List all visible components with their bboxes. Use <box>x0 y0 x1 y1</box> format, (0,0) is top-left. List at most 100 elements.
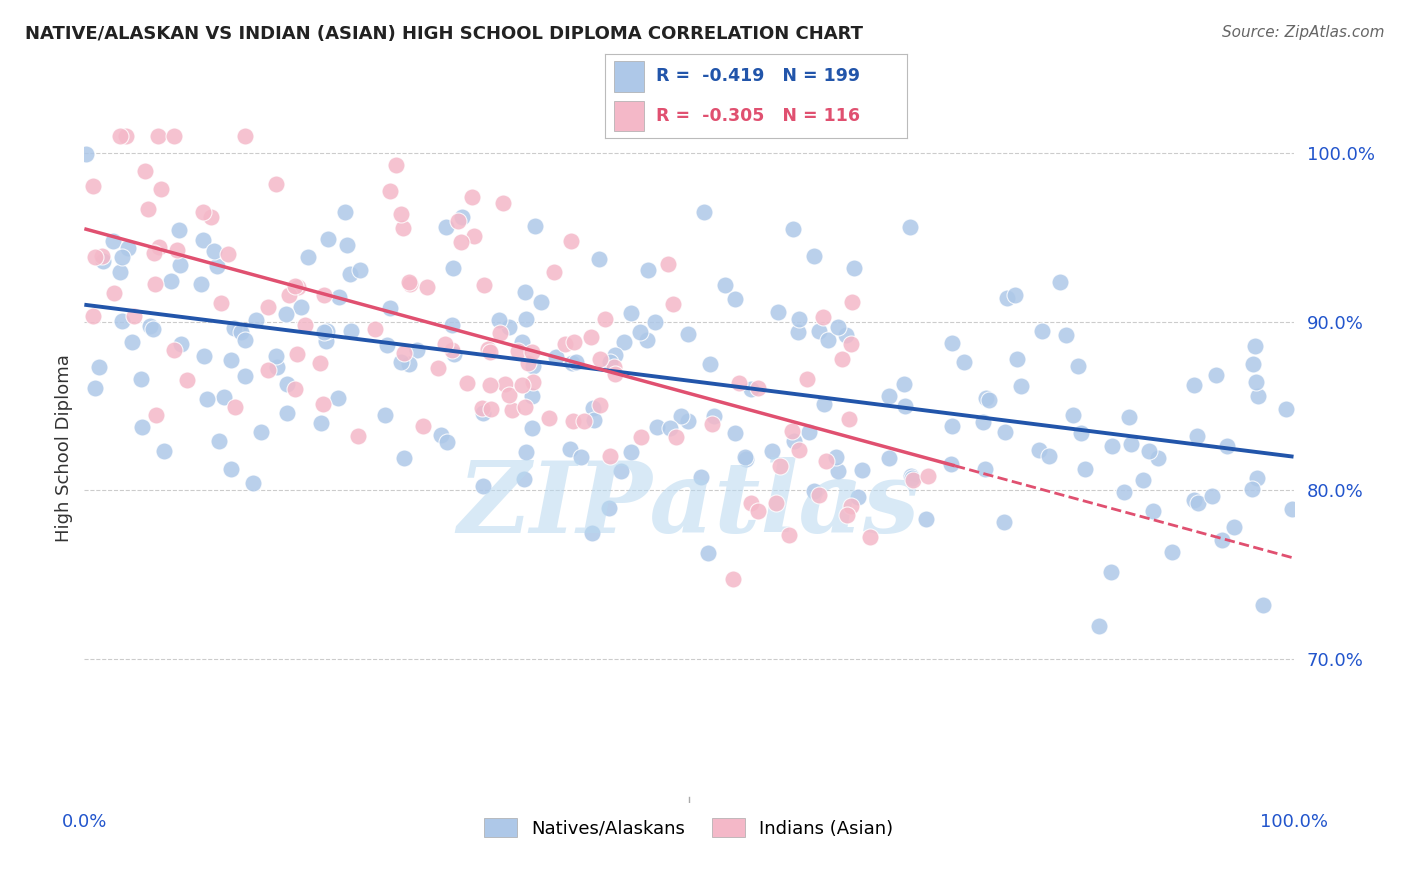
Natives/Alaskans <box>219 353 242 368</box>
Natives/Alaskans <box>825 450 848 465</box>
Indians (Asian) <box>471 401 494 416</box>
Natives/Alaskans <box>510 335 533 350</box>
Indians (Asian) <box>589 398 612 412</box>
Natives/Alaskans <box>328 391 350 405</box>
Natives/Alaskans <box>219 461 242 475</box>
Natives/Alaskans <box>1246 471 1268 485</box>
Indians (Asian) <box>426 361 449 376</box>
Indians (Asian) <box>378 184 401 198</box>
Natives/Alaskans <box>669 409 692 424</box>
Natives/Alaskans <box>472 479 495 493</box>
Natives/Alaskans <box>893 377 915 392</box>
Indians (Asian) <box>257 301 280 315</box>
Indians (Asian) <box>145 409 167 423</box>
Natives/Alaskans <box>939 457 962 471</box>
Natives/Alaskans <box>1251 598 1274 612</box>
Indians (Asian) <box>479 377 502 392</box>
Natives/Alaskans <box>735 452 758 467</box>
Indians (Asian) <box>472 277 495 292</box>
Natives/Alaskans <box>228 323 250 337</box>
Natives/Alaskans <box>406 343 429 358</box>
Natives/Alaskans <box>84 381 107 395</box>
Indians (Asian) <box>191 205 214 219</box>
Natives/Alaskans <box>1142 503 1164 517</box>
Natives/Alaskans <box>513 285 536 300</box>
Natives/Alaskans <box>398 357 420 371</box>
Natives/Alaskans <box>190 277 212 292</box>
Indians (Asian) <box>572 414 595 428</box>
Indians (Asian) <box>603 359 626 374</box>
Natives/Alaskans <box>620 445 643 459</box>
Indians (Asian) <box>312 396 335 410</box>
Indians (Asian) <box>450 235 472 250</box>
Natives/Alaskans <box>193 349 215 363</box>
Natives/Alaskans <box>450 210 472 224</box>
Indians (Asian) <box>516 355 538 369</box>
Indians (Asian) <box>769 458 792 473</box>
Natives/Alaskans <box>1114 484 1136 499</box>
Natives/Alaskans <box>1121 437 1143 451</box>
Indians (Asian) <box>562 335 585 350</box>
Indians (Asian) <box>90 249 112 263</box>
Natives/Alaskans <box>375 338 398 352</box>
Indians (Asian) <box>747 504 769 518</box>
Natives/Alaskans <box>392 451 415 466</box>
Indians (Asian) <box>284 279 307 293</box>
Natives/Alaskans <box>1244 375 1267 389</box>
Indians (Asian) <box>662 296 685 310</box>
Indians (Asian) <box>392 346 415 360</box>
Natives/Alaskans <box>153 443 176 458</box>
Indians (Asian) <box>143 246 166 260</box>
Natives/Alaskans <box>835 328 858 343</box>
Indians (Asian) <box>163 128 186 143</box>
Indians (Asian) <box>209 296 232 310</box>
Indians (Asian) <box>136 202 159 216</box>
Indians (Asian) <box>657 256 679 270</box>
Natives/Alaskans <box>1223 520 1246 534</box>
Indians (Asian) <box>554 336 576 351</box>
Indians (Asian) <box>82 179 104 194</box>
Natives/Alaskans <box>803 484 825 499</box>
Indians (Asian) <box>82 309 104 323</box>
Indians (Asian) <box>599 449 621 463</box>
Indians (Asian) <box>780 424 803 438</box>
Natives/Alaskans <box>87 360 110 375</box>
Natives/Alaskans <box>599 355 621 369</box>
Indians (Asian) <box>166 243 188 257</box>
Indians (Asian) <box>831 352 853 367</box>
Natives/Alaskans <box>266 359 288 374</box>
Text: R =  -0.419   N = 199: R = -0.419 N = 199 <box>657 68 860 86</box>
Natives/Alaskans <box>1281 501 1303 516</box>
Natives/Alaskans <box>336 238 359 252</box>
Natives/Alaskans <box>169 258 191 272</box>
Natives/Alaskans <box>515 445 537 459</box>
Natives/Alaskans <box>111 250 134 264</box>
Indians (Asian) <box>398 275 420 289</box>
Text: NATIVE/ALASKAN VS INDIAN (ASIAN) HIGH SCHOOL DIPLOMA CORRELATION CHART: NATIVE/ALASKAN VS INDIAN (ASIAN) HIGH SC… <box>25 25 863 43</box>
Indians (Asian) <box>665 430 688 444</box>
Natives/Alaskans <box>1004 288 1026 302</box>
Indians (Asian) <box>200 211 222 225</box>
Natives/Alaskans <box>696 546 718 560</box>
Indians (Asian) <box>392 221 415 235</box>
Natives/Alaskans <box>1038 449 1060 463</box>
Text: ZIPatlas: ZIPatlas <box>458 457 920 553</box>
Natives/Alaskans <box>233 369 256 384</box>
Indians (Asian) <box>479 344 502 359</box>
Indians (Asian) <box>522 375 544 389</box>
Natives/Alaskans <box>914 512 936 526</box>
Natives/Alaskans <box>441 261 464 276</box>
Natives/Alaskans <box>443 347 465 361</box>
Natives/Alaskans <box>782 222 804 236</box>
Indians (Asian) <box>217 247 239 261</box>
Natives/Alaskans <box>797 425 820 439</box>
Natives/Alaskans <box>703 409 725 423</box>
Indians (Asian) <box>543 265 565 279</box>
Natives/Alaskans <box>941 418 963 433</box>
Indians (Asian) <box>103 286 125 301</box>
Natives/Alaskans <box>628 325 651 339</box>
Indians (Asian) <box>510 377 533 392</box>
Indians (Asian) <box>309 356 332 370</box>
Natives/Alaskans <box>202 244 225 259</box>
Natives/Alaskans <box>1244 339 1267 353</box>
